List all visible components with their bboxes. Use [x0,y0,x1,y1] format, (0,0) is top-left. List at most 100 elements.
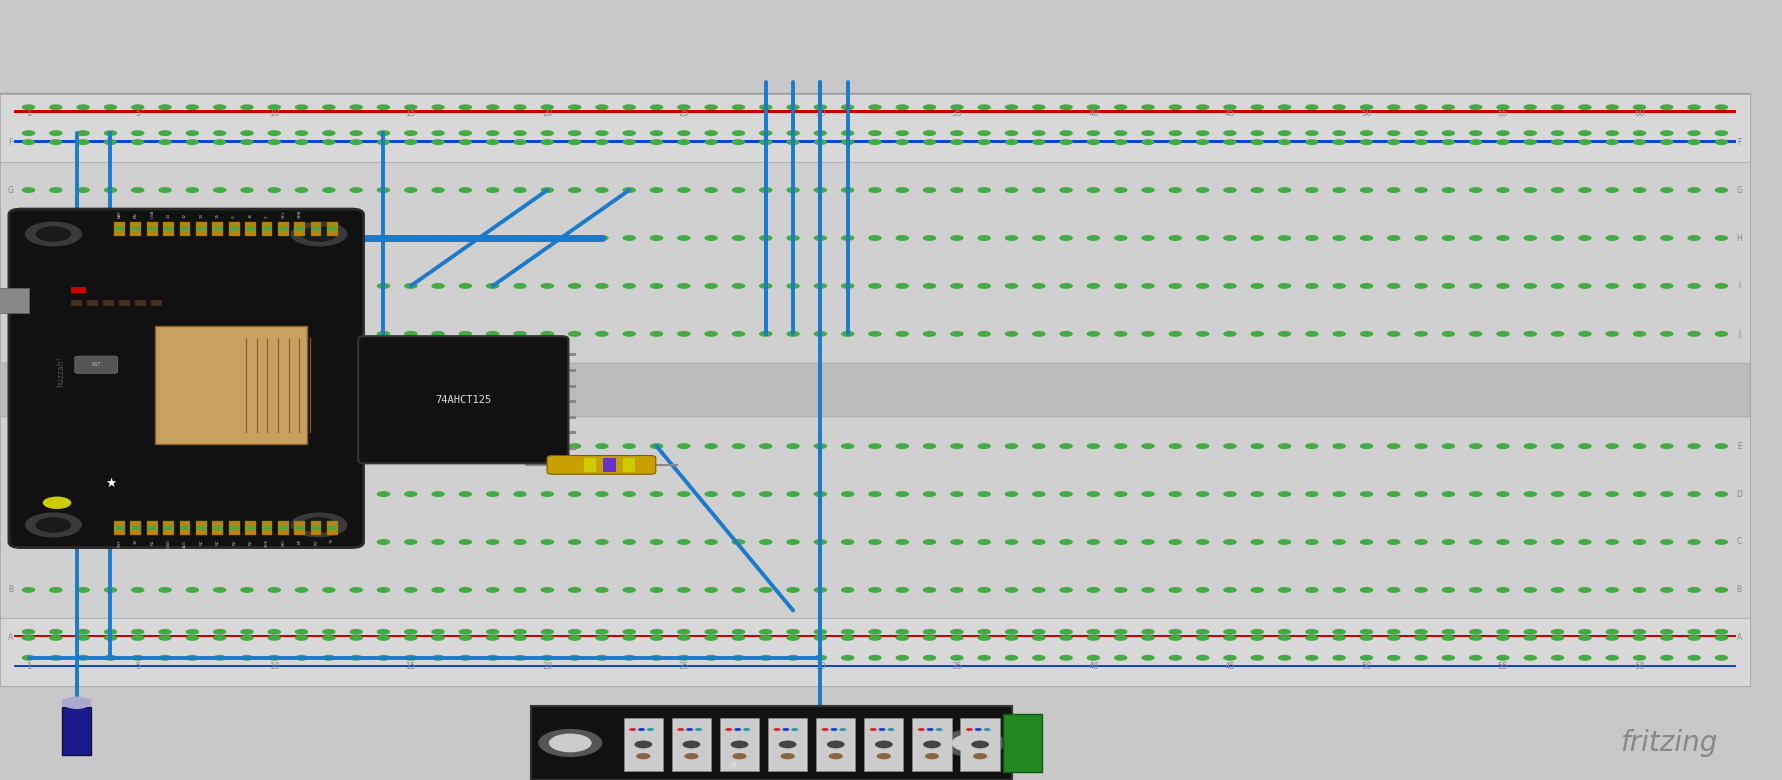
Circle shape [1169,587,1181,593]
Circle shape [262,526,273,530]
Circle shape [732,283,745,289]
Circle shape [212,629,226,635]
Circle shape [896,443,909,449]
Circle shape [870,728,877,731]
Circle shape [164,226,173,231]
Circle shape [77,187,89,193]
Circle shape [841,130,854,136]
Circle shape [1222,105,1237,110]
Circle shape [103,629,118,635]
Circle shape [431,629,446,635]
Circle shape [159,105,171,110]
Circle shape [376,539,390,545]
Circle shape [1114,187,1128,193]
Circle shape [1222,283,1237,289]
Bar [561,353,576,356]
Circle shape [431,443,446,449]
Circle shape [1386,443,1401,449]
Circle shape [185,331,200,337]
Circle shape [405,331,417,337]
Circle shape [458,443,472,449]
Circle shape [130,130,144,136]
Circle shape [486,130,499,136]
Circle shape [1714,283,1729,289]
Text: GND: GND [166,539,171,548]
Circle shape [1386,491,1401,497]
Circle shape [185,539,200,545]
Circle shape [1632,654,1647,661]
Circle shape [1468,139,1483,145]
Circle shape [677,539,691,545]
Circle shape [1114,331,1128,337]
Circle shape [405,283,417,289]
Text: MO: MO [282,539,285,546]
Bar [351,369,365,372]
Circle shape [1497,139,1509,145]
Text: TX: TX [330,539,335,544]
Circle shape [841,105,854,110]
Circle shape [540,331,554,337]
Circle shape [636,753,650,759]
Circle shape [759,539,773,545]
Text: 13: 13 [200,212,203,218]
Circle shape [1059,283,1073,289]
Circle shape [294,526,305,530]
Circle shape [290,512,347,537]
Bar [62,707,91,755]
Bar [212,222,223,236]
Circle shape [323,491,335,497]
Text: 20: 20 [542,109,552,119]
Circle shape [212,587,226,593]
Bar [14,635,1736,637]
Circle shape [1140,331,1155,337]
Bar [262,521,273,535]
Text: 35: 35 [952,109,962,119]
Circle shape [896,130,909,136]
Circle shape [50,130,62,136]
Circle shape [513,491,527,497]
Circle shape [950,331,964,337]
Circle shape [814,443,827,449]
Circle shape [1386,235,1401,241]
Circle shape [1140,443,1155,449]
Circle shape [1169,635,1181,641]
Circle shape [513,283,527,289]
Circle shape [1632,491,1647,497]
Circle shape [1550,105,1565,110]
Circle shape [1579,539,1591,545]
Circle shape [950,629,964,635]
Circle shape [486,105,499,110]
Circle shape [677,235,691,241]
Text: B: B [9,586,12,594]
Text: 15: 15 [216,212,219,218]
Circle shape [1579,235,1591,241]
Circle shape [1688,635,1700,641]
Circle shape [868,654,882,661]
Circle shape [458,130,472,136]
Bar [351,385,365,388]
Circle shape [294,587,308,593]
Circle shape [704,187,718,193]
Bar [561,416,576,419]
Circle shape [1606,587,1620,593]
Circle shape [1714,629,1729,635]
Circle shape [376,283,390,289]
Circle shape [301,517,337,533]
Circle shape [568,283,581,289]
Circle shape [1415,491,1427,497]
Bar [180,222,191,236]
Circle shape [1114,443,1128,449]
Circle shape [1333,130,1345,136]
Circle shape [732,635,745,641]
Circle shape [1114,105,1128,110]
Circle shape [159,130,171,136]
Circle shape [159,283,171,289]
Circle shape [1196,139,1210,145]
Circle shape [1304,635,1319,641]
Circle shape [1468,283,1483,289]
Circle shape [1304,283,1319,289]
Circle shape [185,187,200,193]
Circle shape [405,635,417,641]
Circle shape [1196,443,1210,449]
Circle shape [1251,629,1263,635]
